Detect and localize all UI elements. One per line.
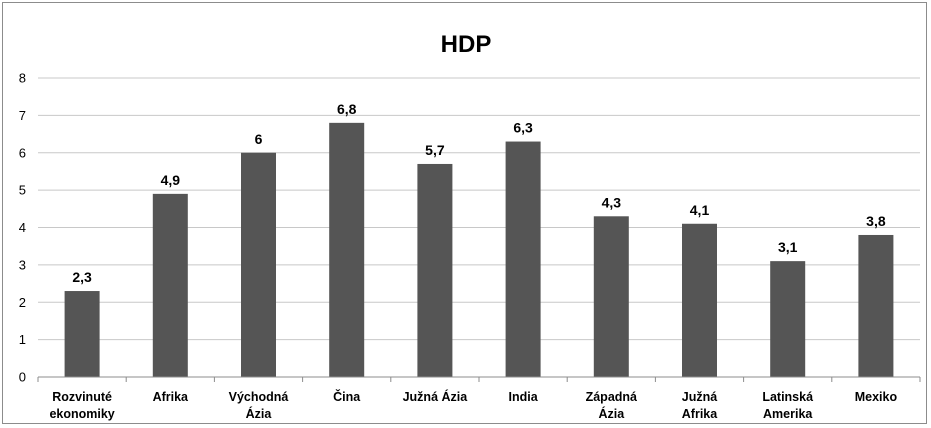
data-label: 6,3 bbox=[513, 120, 533, 136]
bar bbox=[329, 122, 365, 377]
x-tick-label: India bbox=[509, 390, 539, 404]
bar bbox=[593, 216, 629, 377]
data-label: 2,3 bbox=[72, 269, 92, 285]
x-tick-label: Afrika bbox=[682, 407, 718, 421]
x-tick-label: Ázia bbox=[598, 406, 625, 421]
bar bbox=[682, 223, 717, 377]
y-axis-ticks: 0 1 2 3 4 5 6 7 8 bbox=[19, 71, 26, 385]
x-tick-label: Latinská bbox=[762, 390, 813, 404]
bars bbox=[64, 122, 894, 377]
bar bbox=[64, 291, 100, 377]
bar bbox=[770, 261, 806, 377]
x-tick-label: Západná bbox=[586, 390, 637, 404]
data-label: 4,9 bbox=[161, 172, 181, 188]
y-tick-label: 7 bbox=[19, 108, 26, 123]
y-tick-label: 5 bbox=[19, 183, 26, 198]
x-tick-label: Ázia bbox=[246, 406, 273, 421]
data-label: 4,3 bbox=[602, 194, 622, 210]
x-tick-label: Južná bbox=[682, 390, 717, 404]
bar bbox=[505, 141, 541, 377]
y-tick-label: 6 bbox=[19, 145, 26, 160]
x-tick-label: Mexiko bbox=[855, 390, 898, 404]
data-label: 5,7 bbox=[425, 142, 445, 158]
x-tick-label: ekonomiky bbox=[49, 407, 114, 421]
x-tick-label: Rozvinuté bbox=[52, 390, 112, 404]
y-tick-label: 0 bbox=[19, 370, 26, 385]
y-tick-label: 8 bbox=[19, 71, 26, 86]
data-label: 3,8 bbox=[866, 213, 886, 229]
y-tick-label: 2 bbox=[19, 295, 26, 310]
data-label: 6 bbox=[255, 131, 263, 147]
y-tick-label: 3 bbox=[19, 257, 26, 272]
y-tick-label: 1 bbox=[19, 332, 26, 347]
data-label: 4,1 bbox=[690, 202, 710, 218]
bar bbox=[417, 163, 453, 377]
bar bbox=[152, 193, 188, 377]
x-tick-label: Južná Ázia bbox=[403, 389, 469, 404]
data-labels: 2,3 4,9 6 6,8 5,7 6,3 4,3 4,1 3,1 3,8 bbox=[72, 101, 885, 285]
x-axis-ticks: Rozvinuté ekonomiky Afrika Východná Ázia Čina… bbox=[49, 389, 897, 421]
x-tick-label: Východná bbox=[229, 390, 289, 404]
x-tick-label: Čina bbox=[333, 389, 361, 404]
y-tick-label: 4 bbox=[19, 220, 26, 235]
chart-title: HDP bbox=[441, 31, 492, 58]
bar bbox=[241, 152, 276, 377]
data-label: 3,1 bbox=[778, 239, 798, 255]
x-tick-label: Afrika bbox=[153, 390, 189, 404]
data-label: 6,8 bbox=[337, 101, 357, 117]
bar bbox=[858, 234, 894, 377]
x-tick-label: Amerika bbox=[763, 407, 813, 421]
